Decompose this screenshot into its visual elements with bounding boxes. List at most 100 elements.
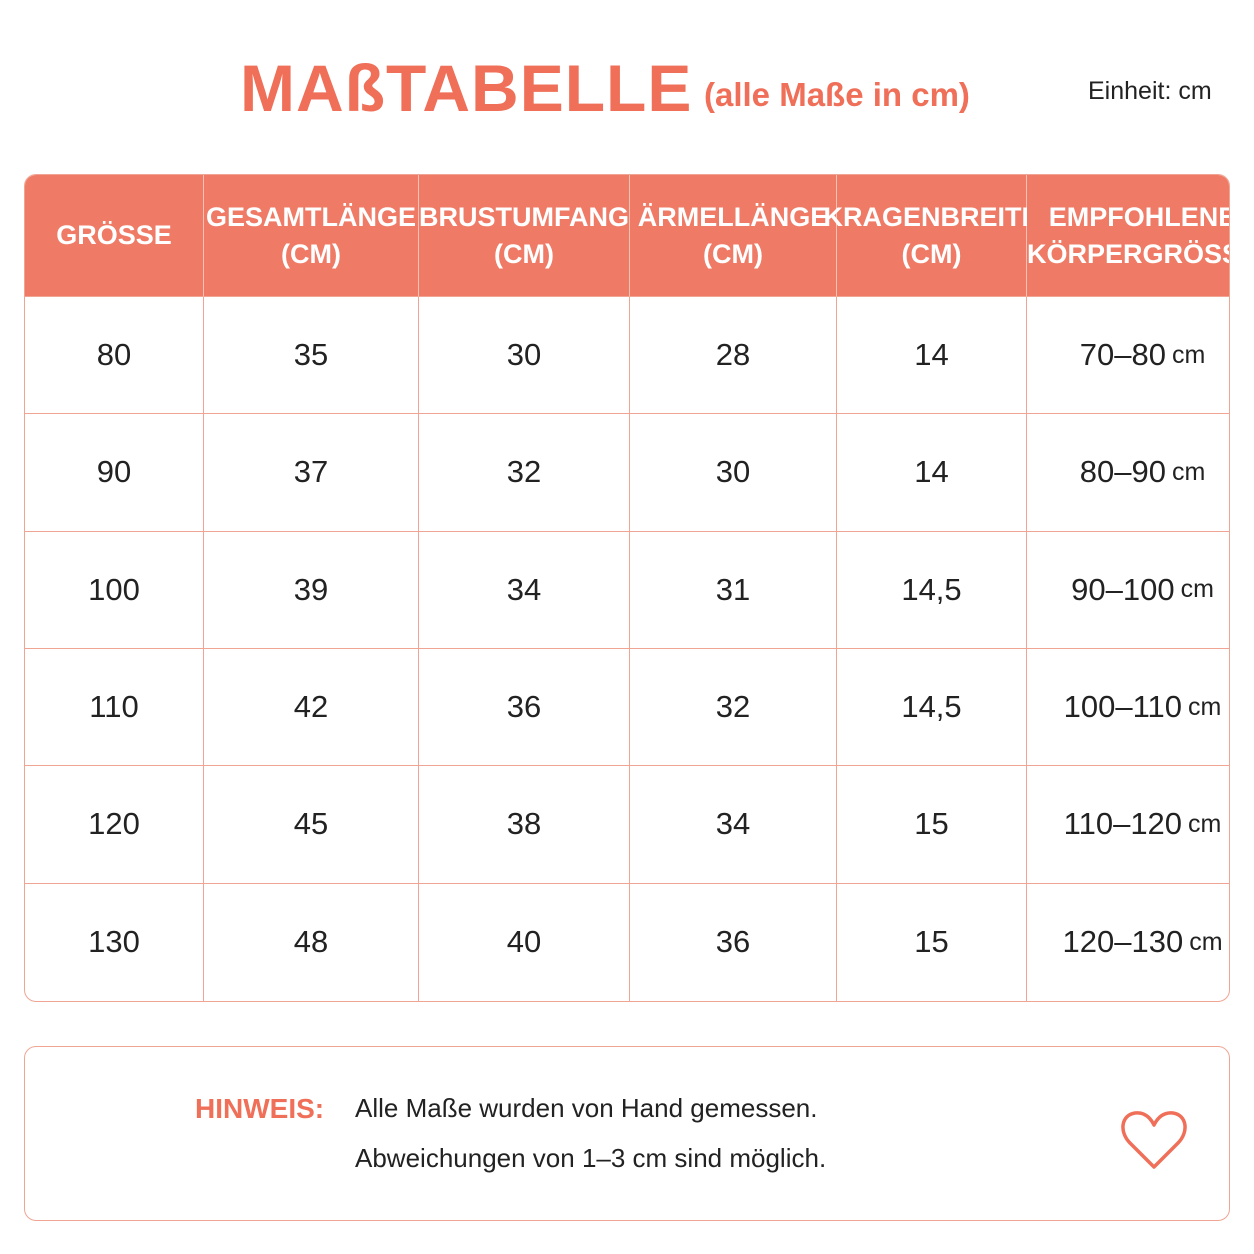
header-text: EMPFOHLENE (1048, 201, 1230, 232)
header-text: (CM) (281, 238, 341, 269)
cell-text: 48 (293, 924, 329, 960)
table-cell: 110 (25, 649, 204, 767)
note-line: Abweichungen von 1–3 cm sind möglich. (355, 1143, 827, 1173)
subtitle: (alle Maße in cm) (704, 76, 970, 113)
cell-range: 90–100 (1071, 571, 1175, 607)
table-cell: 100–110 cm (1027, 649, 1229, 767)
cell-text: 90 (96, 454, 132, 490)
header-text: GESAMTLÄNGE (205, 201, 416, 232)
cell-text: 36 (506, 689, 542, 725)
cell-text: 80 (96, 337, 132, 373)
table-cell: 36 (630, 883, 837, 1001)
header-cell: GRÖSSE (25, 175, 204, 297)
cell-text: 14,5 (901, 689, 962, 725)
table-cell: 34 (419, 531, 630, 649)
title: MAßTABELLE (240, 51, 693, 125)
cell-text: 38 (506, 806, 542, 842)
size-table: GRÖSSE GESAMTLÄNGE (CM) BRUSTUMFANG (CM) ÄRME… (24, 174, 1230, 1002)
cell-text: 45 (293, 806, 329, 842)
cell-range: 70–80 (1079, 337, 1166, 373)
cell-text: 34 (506, 571, 542, 607)
cell-unit: cm (1188, 692, 1222, 721)
table-cell: 120–130 cm (1027, 884, 1229, 1001)
table-cell: 15 (837, 883, 1027, 1001)
table-cell: 14 (837, 414, 1027, 532)
table-cell: 90–100 cm (1027, 532, 1229, 649)
cell-text: 32 (715, 689, 751, 725)
table-cell: 32 (630, 649, 837, 767)
table-cell: 48 (204, 883, 419, 1001)
cell-text: 42 (293, 689, 329, 725)
table-cell: 30 (630, 414, 837, 532)
cell-unit: cm (1188, 809, 1222, 838)
table-cell: 31 (630, 531, 837, 649)
unit-label: Einheit: cm (1088, 77, 1212, 105)
cell-text: 110 (89, 689, 139, 725)
header-cell: ÄRMELLÄNGE (CM) (630, 175, 837, 297)
cell-unit: cm (1171, 457, 1206, 486)
note-line: Alle Maße wurden von Hand gemessen. (355, 1093, 818, 1123)
header-text: (CM) (703, 238, 763, 269)
table-cell: 14,5 (837, 649, 1027, 767)
cell-unit: cm (1171, 340, 1206, 369)
table-cell: 45 (204, 766, 419, 884)
table-cell: 14,5 (837, 531, 1027, 649)
table-cell: 15 (837, 766, 1027, 884)
note-label: HINWEIS: (195, 1093, 325, 1124)
header-cell: EMPFOHLENE KÖRPERGRÖSSE (1027, 175, 1230, 297)
cell-text: 40 (506, 924, 542, 960)
table-cell: 40 (419, 883, 630, 1001)
header-cell: KRAGENBREITE (CM) (824, 175, 1040, 297)
table-cell: 28 (630, 297, 837, 415)
cell-range: 80–90 (1079, 454, 1166, 490)
table-cell: 110–120 cm (1027, 766, 1229, 884)
header-cell: BRUSTUMFANG (CM) (419, 175, 630, 297)
table-cell: 35 (204, 297, 419, 415)
cell-text: 15 (914, 924, 949, 960)
header-text: BRUSTUMFANG (419, 201, 629, 232)
cell-text: 34 (715, 806, 751, 842)
cell-range: 100–110 (1063, 689, 1183, 725)
cell-text: 35 (293, 337, 329, 373)
cell-range: 120–130 (1062, 924, 1184, 960)
cell-text: 39 (293, 571, 329, 607)
cell-text: 28 (715, 337, 751, 373)
cell-text: 30 (506, 337, 542, 373)
heart-icon (1121, 1111, 1187, 1169)
table-cell: 90 (25, 414, 204, 532)
header-text: ÄRMELLÄNGE (637, 201, 829, 232)
header-text: (CM) (494, 238, 554, 269)
cell-text: 130 (88, 924, 140, 960)
cell-text: 37 (293, 454, 329, 490)
table-cell: 14 (837, 297, 1027, 415)
table-cell: 36 (419, 649, 630, 767)
table-cell: 38 (419, 766, 630, 884)
header-cell: GESAMTLÄNGE (CM) (204, 175, 419, 297)
cell-text: 14 (914, 337, 949, 373)
header-text: KÖRPERGRÖSSE (1027, 238, 1229, 269)
cell-text: 120 (88, 806, 140, 842)
cell-text: 14,5 (901, 571, 962, 607)
header-text: GRÖSSE (56, 220, 172, 250)
table-cell: 34 (630, 766, 837, 884)
header-text: KRAGENBREITE (823, 201, 1040, 232)
header-text: (CM) (901, 238, 962, 269)
table-cell: 100 (25, 531, 204, 649)
cell-text: 36 (715, 924, 751, 960)
cell-text: 30 (715, 454, 751, 490)
cell-range: 110–120 (1063, 806, 1183, 842)
table-cell: 80 (25, 297, 204, 415)
cell-text: 32 (506, 454, 542, 490)
cell-text: 100 (88, 571, 140, 607)
note-box: HINWEIS: Alle Maße wurden von Hand gemes… (24, 1046, 1230, 1221)
cell-unit: cm (1189, 927, 1223, 956)
table-cell: 39 (204, 531, 419, 649)
cell-text: 31 (715, 571, 751, 607)
table-cell: 32 (419, 414, 630, 532)
table-cell: 42 (204, 649, 419, 767)
cell-text: 14 (914, 454, 949, 490)
table-cell: 30 (419, 297, 630, 415)
cell-unit: cm (1180, 575, 1214, 604)
